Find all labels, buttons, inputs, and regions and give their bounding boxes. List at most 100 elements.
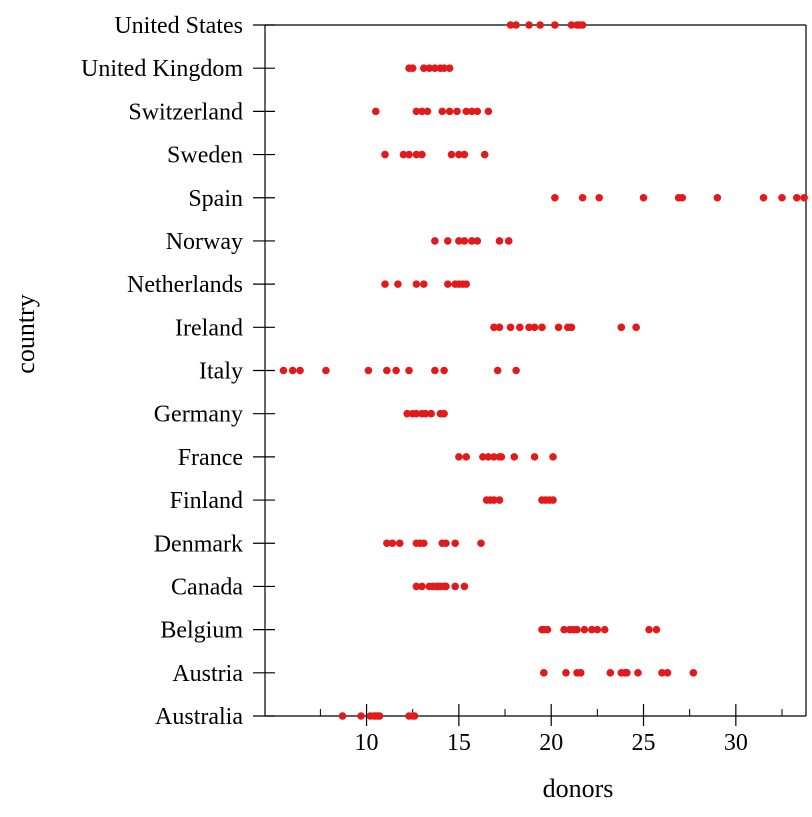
data-point xyxy=(490,453,498,461)
data-point xyxy=(447,150,456,159)
data-point xyxy=(443,237,452,245)
data-point xyxy=(493,366,502,375)
data-point xyxy=(480,150,489,159)
data-point xyxy=(462,280,471,288)
data-point xyxy=(593,625,602,634)
data-point xyxy=(438,107,447,116)
data-point xyxy=(455,453,463,461)
data-point xyxy=(512,21,520,29)
data-point xyxy=(576,669,585,677)
data-point xyxy=(530,453,539,461)
y-tick-label: Austria xyxy=(172,661,243,687)
data-point xyxy=(412,280,421,288)
data-point xyxy=(338,712,347,720)
y-tick-label: Denmark xyxy=(154,531,243,557)
data-point xyxy=(658,669,666,677)
data-point xyxy=(419,280,428,288)
data-point xyxy=(408,64,417,72)
y-tick-label: Netherlands xyxy=(127,272,243,298)
x-tick-label: 25 xyxy=(632,730,656,756)
data-point xyxy=(538,323,546,332)
data-point xyxy=(431,237,439,245)
plot-frame xyxy=(264,24,807,717)
y-tick-label: Italy xyxy=(199,359,243,385)
data-point xyxy=(473,107,482,116)
data-point xyxy=(580,625,589,634)
data-point xyxy=(423,107,432,116)
data-point xyxy=(632,323,640,332)
data-point xyxy=(455,150,463,159)
data-point xyxy=(388,539,397,548)
data-point xyxy=(484,107,493,116)
data-point xyxy=(445,107,454,116)
data-point xyxy=(495,496,504,504)
data-point xyxy=(540,669,548,677)
y-tick-label: Spain xyxy=(188,186,243,212)
data-point xyxy=(516,323,524,332)
data-point xyxy=(600,625,609,634)
data-point xyxy=(578,193,587,202)
data-points xyxy=(279,21,808,720)
data-point xyxy=(442,539,450,548)
data-point xyxy=(322,366,330,375)
data-point xyxy=(443,280,452,288)
data-point xyxy=(634,669,642,677)
y-tick-label: Ireland xyxy=(175,315,243,341)
data-point xyxy=(567,21,576,29)
data-point xyxy=(440,366,448,375)
data-point xyxy=(296,366,304,375)
data-point xyxy=(506,21,515,29)
data-point xyxy=(405,150,413,159)
data-point xyxy=(678,193,687,202)
data-point xyxy=(288,366,297,375)
data-point xyxy=(473,237,482,245)
data-point xyxy=(445,64,454,72)
y-tick-label: Canada xyxy=(171,574,243,600)
y-tick-label: United States xyxy=(114,13,243,39)
data-point xyxy=(410,712,419,720)
data-point xyxy=(549,453,557,461)
data-point xyxy=(504,237,513,245)
data-point xyxy=(512,366,520,375)
data-point xyxy=(639,193,648,202)
data-point xyxy=(453,107,461,116)
data-point xyxy=(490,496,498,504)
data-point xyxy=(399,150,408,159)
data-point xyxy=(477,539,485,548)
data-point xyxy=(652,625,661,634)
x-tick-label: 10 xyxy=(355,730,379,756)
data-point xyxy=(573,625,581,634)
data-point xyxy=(623,669,631,677)
data-point xyxy=(460,582,469,591)
y-tick-label: Finland xyxy=(170,488,243,514)
y-axis: Australia Austria Belgium Canada Denmark Finl… xyxy=(81,13,275,730)
y-tick-label: Norway xyxy=(166,229,243,255)
y-tick-label: United Kingdom xyxy=(81,56,243,82)
data-point xyxy=(554,323,563,332)
data-point xyxy=(525,21,533,29)
data-point xyxy=(462,107,471,116)
data-point xyxy=(427,409,435,418)
data-point xyxy=(617,323,626,332)
data-point xyxy=(403,409,411,418)
data-point xyxy=(455,237,463,245)
data-point xyxy=(412,582,421,591)
data-point xyxy=(440,64,448,72)
data-point xyxy=(451,539,459,548)
data-point xyxy=(525,323,533,332)
data-point xyxy=(418,107,426,116)
data-point xyxy=(562,669,570,677)
data-point xyxy=(479,453,487,461)
data-point xyxy=(713,193,722,202)
data-point xyxy=(451,582,459,591)
data-point xyxy=(419,64,428,72)
data-point xyxy=(418,582,426,591)
y-tick-label: Belgium xyxy=(160,618,243,644)
x-tick-label: 20 xyxy=(539,730,563,756)
data-point xyxy=(467,237,476,245)
x-tick-label: 30 xyxy=(724,730,748,756)
data-point xyxy=(549,496,557,504)
data-point xyxy=(606,669,615,677)
data-point xyxy=(460,150,469,159)
